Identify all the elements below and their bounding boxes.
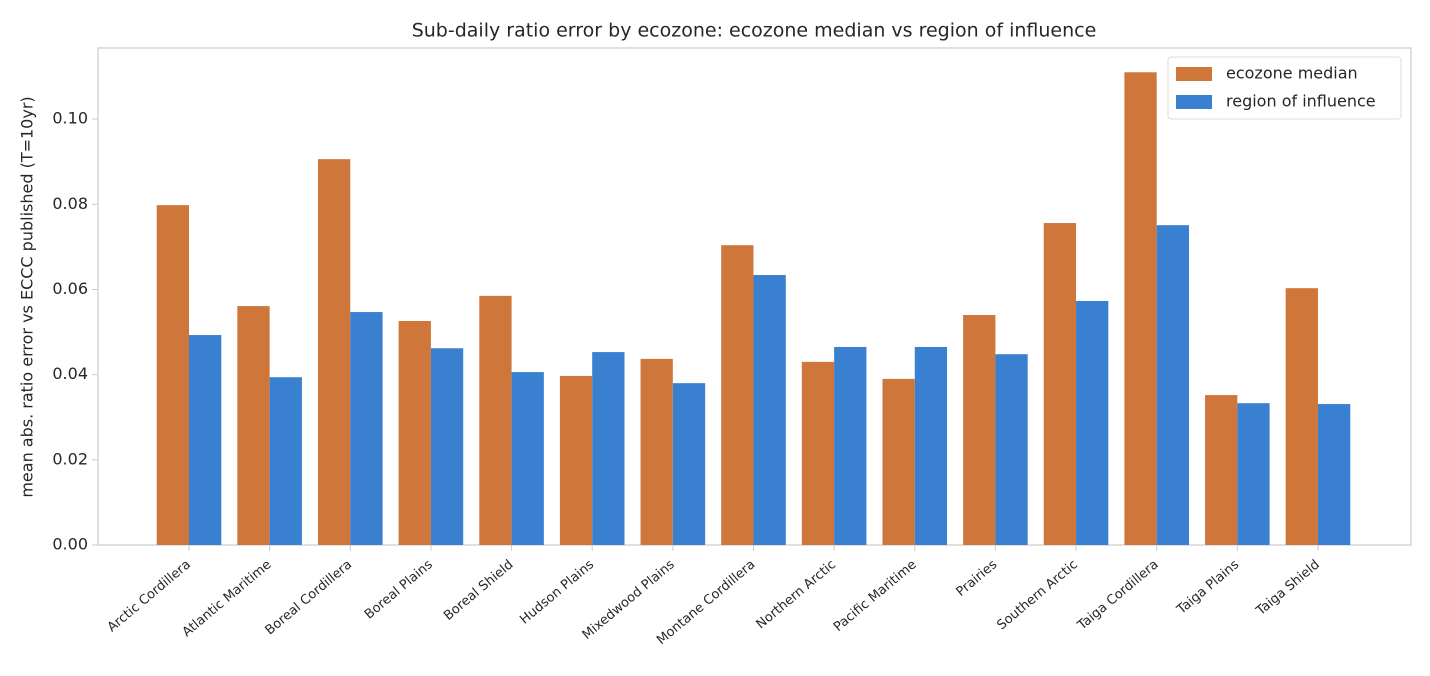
bar <box>559 375 593 545</box>
bar <box>1285 288 1318 545</box>
x-tick-label: Northern Arctic <box>754 557 839 632</box>
legend-label: region of influence <box>1226 92 1376 111</box>
bar <box>801 361 835 545</box>
bar <box>1237 403 1270 545</box>
x-tick-label: Taiga Shield <box>1253 557 1323 619</box>
legend-swatch <box>1176 95 1212 109</box>
bar <box>882 378 915 545</box>
bar <box>269 377 302 545</box>
bar <box>640 358 673 545</box>
bar <box>1043 223 1077 545</box>
x-tick-label: Taiga Cordillera <box>1074 557 1161 634</box>
bar <box>511 372 544 545</box>
x-tick-label: Southern Arctic <box>994 557 1080 633</box>
bar <box>398 320 431 545</box>
bar <box>753 274 786 545</box>
x-tick-label: Pacific Maritime <box>831 557 920 635</box>
bar <box>430 348 464 545</box>
x-tick-label: Taiga Plains <box>1174 557 1243 618</box>
x-tick-label: Boreal Plains <box>362 557 436 622</box>
y-tick-label: 0.10 <box>52 109 88 128</box>
bar <box>914 346 948 545</box>
bar <box>237 306 270 545</box>
bar <box>721 245 754 546</box>
bar <box>672 383 706 545</box>
bar <box>1317 404 1351 545</box>
bar <box>479 295 512 545</box>
x-tick-label: Prairies <box>954 557 1001 600</box>
bar <box>1156 225 1189 545</box>
bar <box>1124 72 1157 546</box>
chart-title: Sub-daily ratio error by ecozone: ecozon… <box>412 20 1097 42</box>
x-tick-label: Arctic Cordillera <box>105 557 194 635</box>
bar <box>995 354 1028 545</box>
legend-box <box>1167 56 1402 120</box>
x-tick-label: Boreal Shield <box>441 557 516 624</box>
bar <box>834 346 867 545</box>
bar <box>189 335 222 545</box>
legend-swatch <box>1176 67 1212 81</box>
y-tick-label: 0.06 <box>52 279 88 298</box>
y-tick-label: 0.02 <box>52 449 88 468</box>
bar <box>350 312 383 545</box>
y-tick-label: 0.08 <box>52 194 88 213</box>
y-tick-label: 0.00 <box>52 535 88 554</box>
bar <box>1205 395 1238 545</box>
bar <box>963 315 996 545</box>
y-axis-label: mean abs. ratio error vs ECCC published … <box>18 96 37 497</box>
x-tick-label: Hudson Plains <box>517 557 597 627</box>
y-tick-label: 0.04 <box>52 364 88 383</box>
x-tick-label: Boreal Cordillera <box>263 557 356 638</box>
x-tick-label: Atlantic Maritime <box>180 557 275 640</box>
bar <box>1076 300 1109 545</box>
bar <box>317 159 351 545</box>
legend-label: ecozone median <box>1226 64 1358 83</box>
bar <box>156 205 189 545</box>
bar <box>592 352 625 545</box>
